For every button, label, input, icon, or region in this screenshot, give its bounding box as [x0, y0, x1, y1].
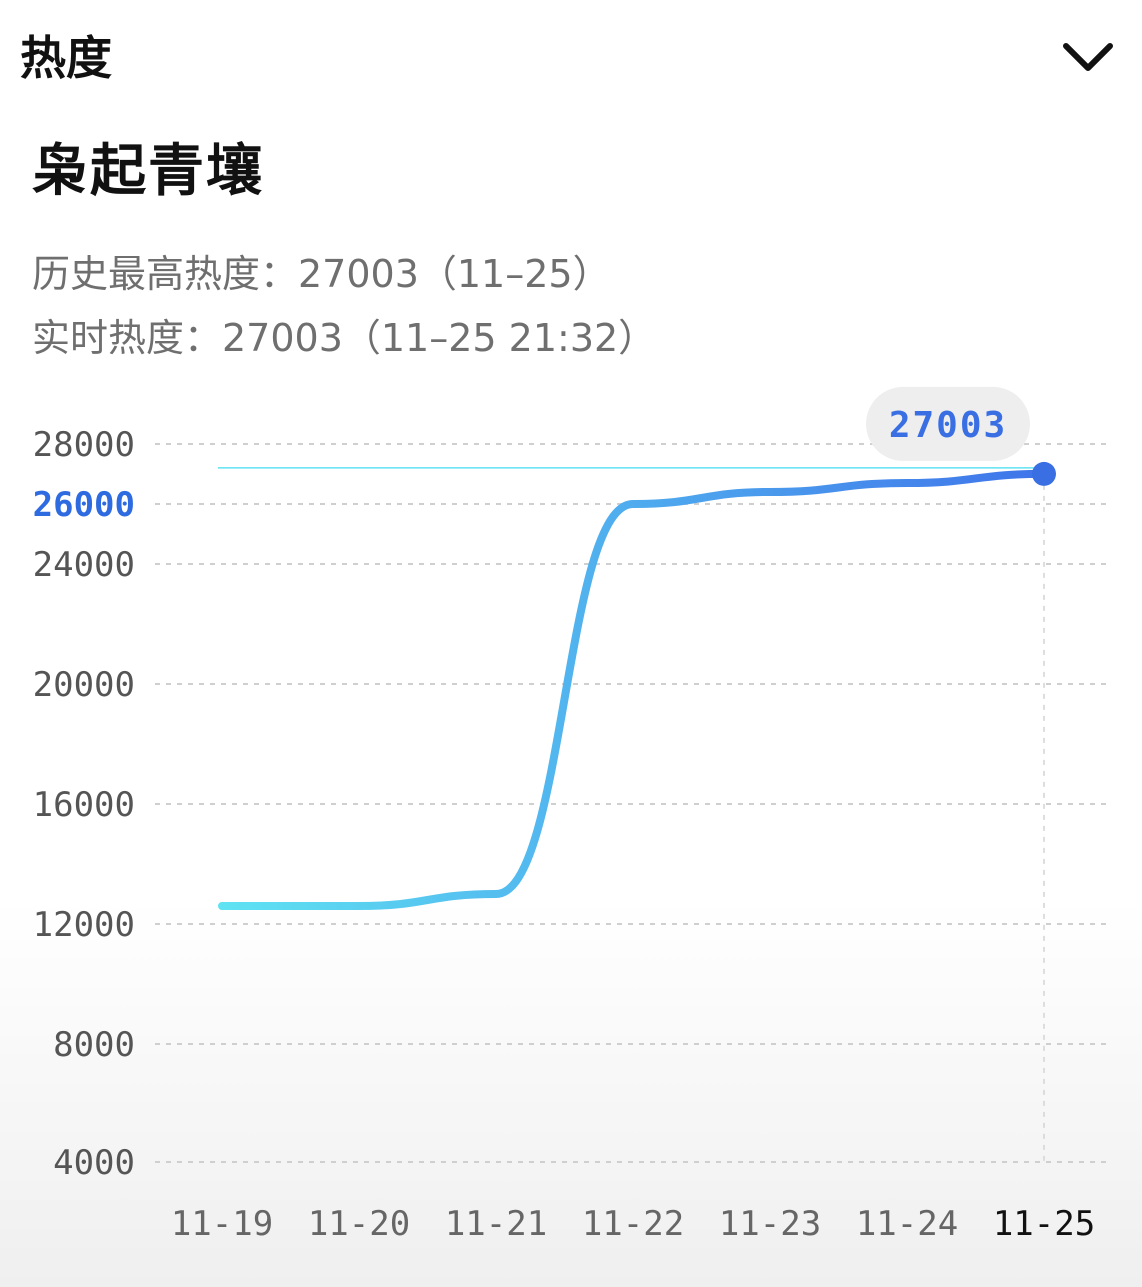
heat-line-chart: 28000 26000 24000 20000 16000 12000 8000 4000 1… [33, 386, 1112, 1244]
x-tick-label: 11-25 [993, 1204, 1095, 1244]
tooltip-value: 27003 [889, 405, 1007, 446]
x-tick-label: 11-21 [445, 1204, 547, 1244]
topic-title: 枭起青壤 [32, 139, 264, 204]
chevron-down-icon [1063, 43, 1113, 71]
y-tick-label: 26000 [33, 485, 135, 525]
heat-series-line [218, 469, 1048, 911]
data-point-marker[interactable] [1032, 461, 1056, 486]
y-tick-label: 28000 [33, 425, 135, 465]
y-tick-label: 16000 [33, 785, 135, 825]
header: 热度 [0, 0, 1142, 118]
y-tick-label: 12000 [33, 905, 135, 945]
y-tick-label: 8000 [53, 1025, 135, 1065]
tooltip-bubble [866, 386, 1030, 461]
y-tick-label: 24000 [33, 545, 135, 585]
collapse-button[interactable] [1050, 28, 1126, 88]
x-tick-label: 11-19 [171, 1204, 273, 1244]
x-tick-label: 11-22 [582, 1204, 684, 1244]
realtime-heat-stat: 实时热度：27003（11–25 21:32） [32, 316, 657, 360]
section-title: 热度 [20, 31, 112, 85]
y-tick-label: 20000 [33, 665, 135, 705]
x-tick-label: 11-24 [856, 1204, 958, 1244]
x-tick-label: 11-20 [308, 1204, 410, 1244]
peak-heat-stat: 历史最高热度：27003（11–25） [32, 252, 611, 296]
y-tick-label: 4000 [53, 1143, 135, 1183]
x-tick-label: 11-23 [719, 1204, 821, 1244]
